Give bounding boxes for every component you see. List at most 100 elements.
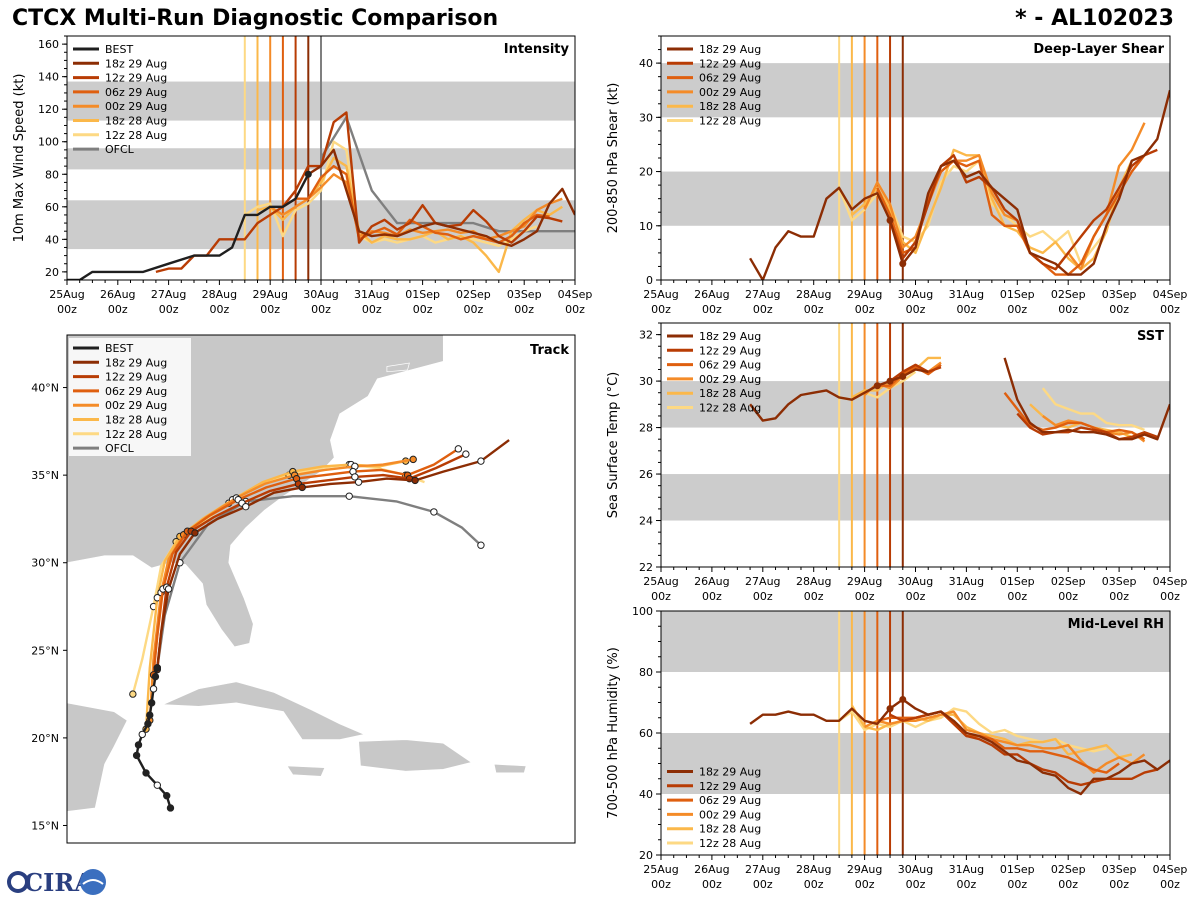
panel-title: Mid-Level RH: [1068, 617, 1164, 632]
nova-scotia-land: [462, 335, 575, 336]
x-tick-label: 25Aug: [49, 288, 84, 301]
x-tick-label: 00z: [855, 590, 875, 603]
series-marker: [899, 260, 907, 268]
x-tick-label: 00z: [57, 303, 77, 316]
series-line: [838, 707, 1107, 753]
x-tick-label: 28Aug: [796, 863, 831, 876]
x-tick-label: 01Sep: [1000, 575, 1035, 588]
y-axis-label: 700-500 hPa Humidity (%): [606, 647, 621, 819]
x-tick-label: 30Aug: [898, 863, 933, 876]
x-tick-label: 00z: [1058, 878, 1078, 891]
y-tick-label: 22: [639, 561, 653, 574]
legend-label: 06z 29 Aug: [105, 385, 167, 398]
x-tick-label: 00z: [702, 590, 722, 603]
x-tick-label: 00z: [1058, 590, 1078, 603]
track-point: [138, 730, 146, 739]
shaded-band: [661, 63, 1170, 118]
x-tick-label: 00z: [855, 878, 875, 891]
x-tick-label: 29Aug: [847, 863, 882, 876]
legend-label: 12z 28 Aug: [699, 115, 761, 128]
track-point: [351, 473, 359, 481]
x-tick-label: 00z: [906, 878, 926, 891]
shaded-band: [661, 171, 1170, 226]
track-point: [163, 792, 171, 800]
plot-area: [661, 36, 1170, 280]
panel-shear: 0 10 20 30 40 25Aug 00z 26Aug 00z 27Aug 00z 28Aug 00…: [606, 35, 1187, 316]
y-tick-label: 26: [639, 468, 653, 481]
legend-label: OFCL: [105, 143, 135, 156]
track-point: [134, 741, 143, 749]
x-tick-label: 00z: [906, 590, 926, 603]
puerto-rico-land: [493, 763, 527, 774]
y-tick-label: 160: [38, 38, 59, 51]
x-tick-label: 00z: [1160, 878, 1180, 891]
legend-label: 12z 28 Aug: [699, 402, 761, 415]
series-line: [749, 89, 1170, 280]
track-line: [156, 453, 467, 670]
series-line: [319, 116, 575, 233]
y-tick-label: 80: [639, 666, 653, 679]
series-line: [1003, 357, 1170, 441]
track-point: [142, 769, 150, 777]
track-point: [129, 690, 137, 698]
y-tick-label: 20: [45, 266, 59, 279]
x-tick-label: 01Sep: [1000, 863, 1035, 876]
x-tick-label: 00z: [702, 878, 722, 891]
x-tick-label: 31Aug: [354, 288, 389, 301]
series-line: [1003, 391, 1146, 441]
x-tick-label: 00z: [1007, 303, 1027, 316]
x-tick-label: 30Aug: [898, 575, 933, 588]
panel-title: Track: [530, 343, 569, 358]
x-tick-label: 02Sep: [1051, 575, 1086, 588]
x-tick-label: 00z: [651, 590, 671, 603]
hispaniola-land: [358, 739, 473, 772]
x-tick-label: 26Aug: [694, 575, 729, 588]
plot-area: [67, 36, 575, 280]
series-line: [877, 363, 942, 387]
track-point: [411, 476, 419, 485]
y-tick-label: 20: [639, 166, 653, 179]
y-tick-label: 32: [639, 329, 653, 342]
x-tick-label: 00z: [651, 878, 671, 891]
x-tick-label: 00z: [210, 303, 230, 316]
x-tick-label: 00z: [1058, 303, 1078, 316]
x-tick-label: 00z: [1007, 878, 1027, 891]
yucatan-land: [67, 702, 128, 812]
x-tick-label: 00z: [957, 303, 977, 316]
x-tick-label: 00z: [260, 303, 280, 316]
y-tick-label: 0: [646, 274, 653, 287]
x-tick-label: 26Aug: [694, 288, 729, 301]
x-tick-label: 00z: [362, 303, 382, 316]
x-tick-label: 29Aug: [847, 575, 882, 588]
x-tick-label: 00z: [413, 303, 433, 316]
series-line: [1016, 412, 1158, 441]
lat-tick-label: 25°N: [31, 644, 59, 657]
legend-label: 06z 29 Aug: [699, 794, 761, 807]
track-point: [477, 457, 485, 465]
legend-label: 12z 29 Aug: [105, 371, 167, 384]
panel-intensity: 20 40 60 80 100 120 140 160 25Aug 00z 26Aug 00z 27Au…: [12, 35, 592, 316]
y-tick-label: 100: [632, 605, 653, 618]
plot-area: [661, 611, 1170, 855]
legend-label: 12z 28 Aug: [105, 428, 167, 441]
x-tick-label: 02Sep: [456, 288, 491, 301]
series-line: [889, 363, 942, 383]
series-marker: [304, 170, 312, 178]
x-tick-label: 00z: [753, 878, 773, 891]
lat-tick-label: 30°N: [31, 557, 59, 570]
series-line: [888, 148, 1158, 271]
x-tick-label: 25Aug: [643, 288, 678, 301]
x-tick-label: 27Aug: [745, 288, 780, 301]
track-line: [152, 447, 459, 675]
track-point: [191, 529, 199, 537]
x-tick-label: 00z: [1007, 590, 1027, 603]
x-tick-label: 26Aug: [694, 863, 729, 876]
series-line: [1041, 387, 1145, 432]
legend-label: 18z 29 Aug: [105, 57, 167, 70]
map-frame: [66, 334, 576, 844]
track-point: [298, 483, 306, 492]
x-tick-label: 00z: [855, 303, 875, 316]
track-point: [151, 672, 160, 681]
track-point: [477, 541, 485, 549]
x-tick-label: 01Sep: [1000, 288, 1035, 301]
